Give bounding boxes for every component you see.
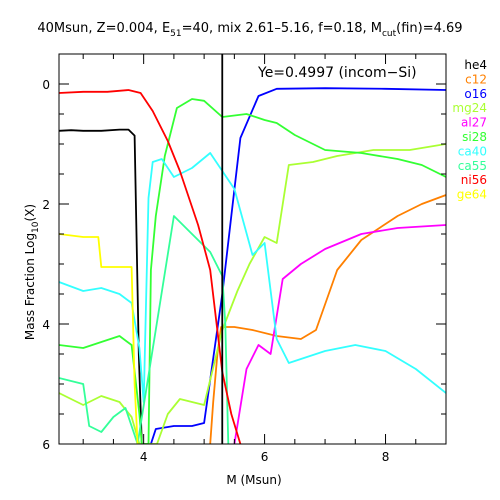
y-tick-label: 2 bbox=[42, 198, 50, 212]
legend-item-o16: o16 bbox=[464, 87, 487, 101]
x-tick-label: 6 bbox=[261, 450, 269, 464]
plot-frame bbox=[58, 53, 447, 445]
series-line-si28 bbox=[59, 98, 446, 444]
x-axis-label: M (Msun) bbox=[226, 473, 281, 487]
series-line-al27 bbox=[233, 224, 446, 444]
legend-item-c12: c12 bbox=[465, 72, 487, 86]
x-tick-label: 4 bbox=[140, 450, 148, 464]
legend-item-mg24: mg24 bbox=[452, 101, 487, 115]
legend-item-ca40: ca40 bbox=[458, 144, 487, 158]
legend-item-ni56: ni56 bbox=[461, 173, 487, 187]
y-axis-label: Mass Fraction Log10(X) bbox=[23, 204, 41, 340]
x-tick-label: 8 bbox=[382, 450, 390, 464]
y-tick-label: 4 bbox=[42, 318, 50, 332]
series-line-he4 bbox=[59, 128, 143, 444]
ye-annotation: Ye=0.4997 (incom−Si) bbox=[257, 65, 417, 81]
series-line-ca40 bbox=[59, 152, 446, 403]
series-layer bbox=[59, 54, 446, 444]
chart-title: 40Msun, Z=0.004, E51=40, mix 2.61–5.16, … bbox=[37, 21, 462, 39]
axes-layer: 4 6 8 0 2 4 6 bbox=[42, 53, 447, 464]
legend-item-ge64: ge64 bbox=[457, 188, 487, 202]
legend-item-ca55: ca55 bbox=[458, 159, 487, 173]
legend-item-he4: he4 bbox=[464, 58, 487, 72]
legend-item-si28: si28 bbox=[462, 130, 487, 144]
y-tick-label: 6 bbox=[42, 438, 50, 452]
series-line-ge64 bbox=[59, 233, 139, 444]
legend-item-al27: al27 bbox=[461, 116, 487, 130]
y-tick-label: 0 bbox=[42, 78, 50, 92]
series-line-o16 bbox=[150, 87, 446, 444]
series-line-ca55 bbox=[59, 215, 230, 444]
